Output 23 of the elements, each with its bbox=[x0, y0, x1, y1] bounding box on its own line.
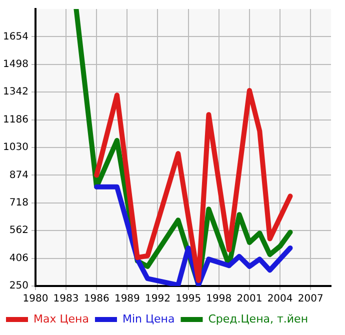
legend-label: Min Цена bbox=[122, 312, 175, 326]
y-tick-label: 718 bbox=[9, 197, 28, 208]
y-tick-label: 562 bbox=[9, 225, 28, 236]
x-tick-label: 1989 bbox=[114, 294, 140, 305]
y-tick-label: 1498 bbox=[2, 58, 28, 70]
y-tick-label: 250 bbox=[9, 280, 28, 292]
x-tick-label: 1980 bbox=[22, 294, 48, 305]
legend-label: Сред.Цена, т.йен bbox=[208, 312, 308, 326]
x-tick-label: 1986 bbox=[84, 294, 110, 305]
y-tick-label: 1654 bbox=[2, 31, 28, 42]
x-tick-label: 2007 bbox=[298, 294, 324, 305]
x-tick-label: 1983 bbox=[53, 294, 79, 305]
y-tick-label: 1342 bbox=[2, 86, 28, 98]
legend-label: Max Цена bbox=[34, 312, 89, 326]
x-tick-label: 1995 bbox=[176, 294, 202, 305]
x-tick-label: 2001 bbox=[236, 294, 262, 305]
x-tick-label: 1992 bbox=[145, 294, 170, 305]
x-tick-label: 1998 bbox=[206, 294, 232, 305]
y-tick-label: 406 bbox=[9, 252, 28, 264]
y-tick-label: 1186 bbox=[2, 114, 28, 126]
y-tick-label: 874 bbox=[9, 170, 28, 181]
y-tick-label: 1030 bbox=[2, 142, 28, 154]
x-tick-label: 2004 bbox=[267, 294, 293, 305]
